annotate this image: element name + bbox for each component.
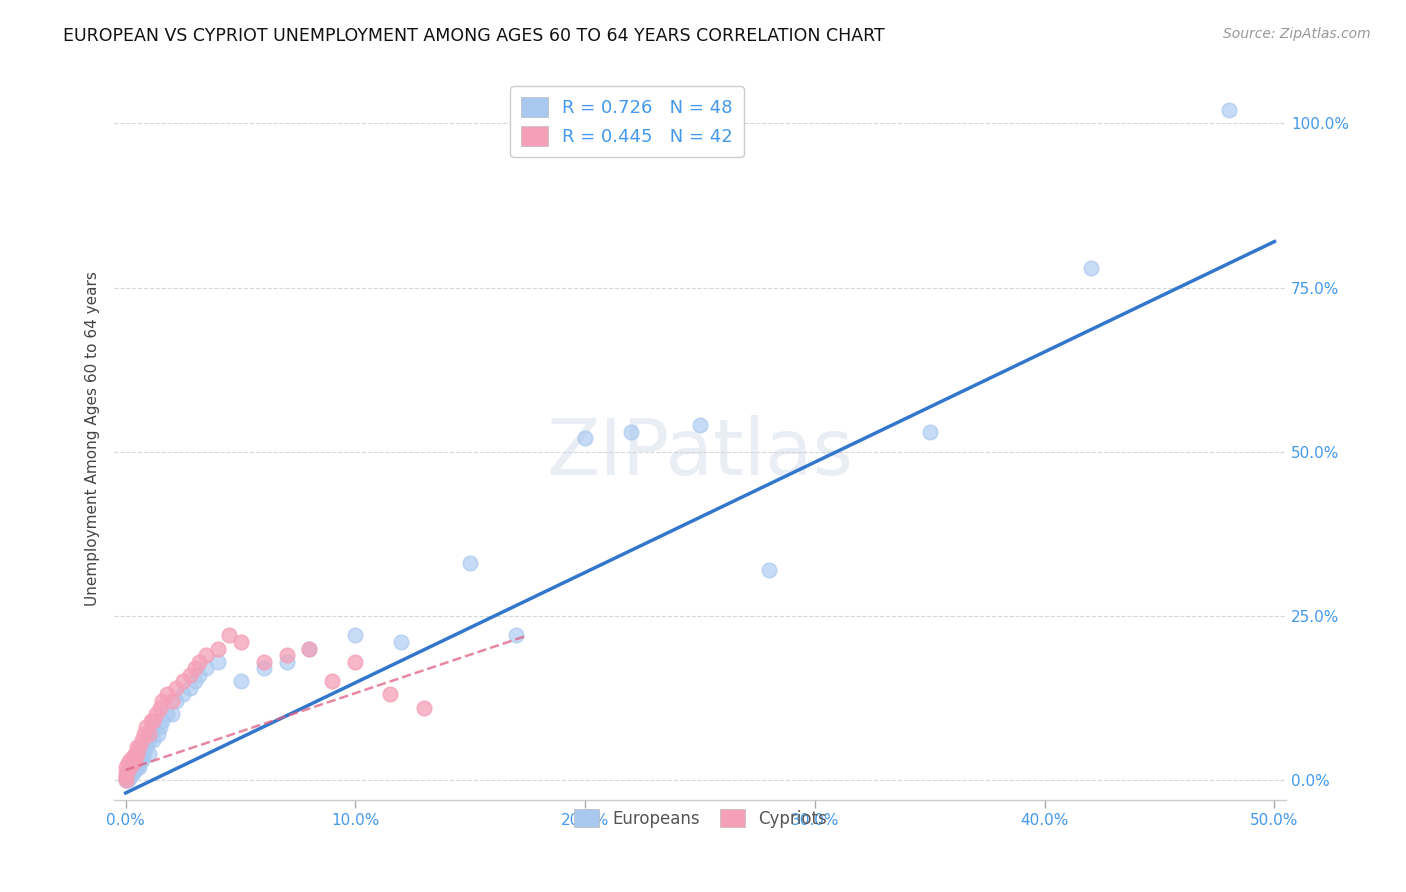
Point (121, 760, 143, 774)
Point (179, 668, 201, 682)
Point (160, 694, 183, 708)
Legend: Europeans, Cypriots: Europeans, Cypriots (567, 803, 834, 835)
Point (252, 655, 274, 669)
Point (132, 727, 155, 741)
Point (114, 760, 136, 774)
Point (160, 707, 183, 722)
Point (138, 747, 160, 761)
Point (138, 733, 160, 747)
Point (124, 763, 146, 777)
Point (114, 770, 136, 784)
Point (298, 641, 321, 656)
Point (120, 770, 142, 784)
Point (117, 766, 139, 780)
Point (121, 766, 143, 780)
Point (149, 700, 172, 714)
Point (152, 714, 174, 728)
Point (207, 641, 229, 656)
Point (298, 641, 321, 656)
Text: EUROPEAN VS CYPRIOT UNEMPLOYMENT AMONG AGES 60 TO 64 YEARS CORRELATION CHART: EUROPEAN VS CYPRIOT UNEMPLOYMENT AMONG A… (63, 27, 884, 45)
Point (121, 756, 143, 771)
Point (145, 707, 167, 722)
Point (152, 694, 174, 708)
Point (127, 747, 149, 761)
Point (114, 770, 136, 784)
Point (142, 714, 165, 728)
Point (120, 753, 142, 767)
Point (120, 760, 142, 774)
Point (128, 747, 150, 761)
Point (117, 772, 139, 787)
Point (183, 661, 205, 675)
Point (139, 714, 162, 728)
Point (142, 720, 165, 734)
Point (229, 674, 252, 689)
Point (918, 425, 941, 439)
Point (344, 628, 367, 642)
Point (127, 760, 149, 774)
Point (1080, 260, 1102, 275)
Point (183, 674, 205, 689)
Point (146, 727, 169, 741)
Point (117, 756, 139, 771)
Point (188, 655, 211, 669)
Point (124, 756, 146, 771)
Point (135, 720, 157, 734)
Point (207, 655, 229, 669)
Point (252, 661, 274, 675)
Point (758, 563, 780, 577)
Point (156, 688, 179, 702)
Point (321, 674, 343, 689)
Point (172, 688, 194, 702)
Point (135, 739, 157, 754)
Point (276, 655, 298, 669)
Point (165, 694, 187, 708)
Point (460, 556, 482, 570)
Text: ZIPatlas: ZIPatlas (547, 415, 853, 491)
Point (378, 688, 401, 702)
Point (114, 766, 136, 780)
Point (127, 753, 149, 767)
Point (172, 674, 194, 689)
Point (620, 425, 643, 439)
Point (131, 753, 153, 767)
Y-axis label: Unemployment Among Ages 60 to 64 years: Unemployment Among Ages 60 to 64 years (86, 271, 100, 606)
Point (138, 727, 160, 741)
Point (1218, 103, 1240, 118)
Point (124, 753, 146, 767)
Point (114, 772, 136, 787)
Point (124, 747, 146, 761)
Point (120, 763, 142, 777)
Point (156, 707, 179, 722)
Point (218, 628, 240, 642)
Point (128, 739, 150, 754)
Point (344, 655, 367, 669)
Point (149, 720, 172, 734)
Point (229, 635, 252, 649)
Point (195, 661, 218, 675)
Point (389, 635, 412, 649)
Point (179, 681, 201, 695)
Point (117, 763, 139, 777)
Point (114, 772, 136, 787)
Point (689, 418, 711, 433)
Point (188, 668, 211, 682)
Point (142, 733, 165, 747)
Point (132, 747, 155, 761)
Text: Source: ZipAtlas.com: Source: ZipAtlas.com (1223, 27, 1371, 41)
Point (165, 681, 187, 695)
Point (413, 700, 436, 714)
Point (574, 432, 596, 446)
Point (195, 648, 218, 662)
Point (128, 760, 150, 774)
Point (127, 739, 149, 754)
Point (121, 749, 143, 764)
Point (131, 733, 153, 747)
Point (505, 628, 527, 642)
Point (276, 648, 298, 662)
